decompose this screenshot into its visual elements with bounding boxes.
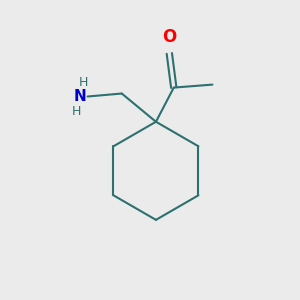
Text: H: H <box>72 106 81 118</box>
Text: O: O <box>162 28 176 46</box>
Text: H: H <box>79 76 88 89</box>
Text: N: N <box>74 89 86 104</box>
